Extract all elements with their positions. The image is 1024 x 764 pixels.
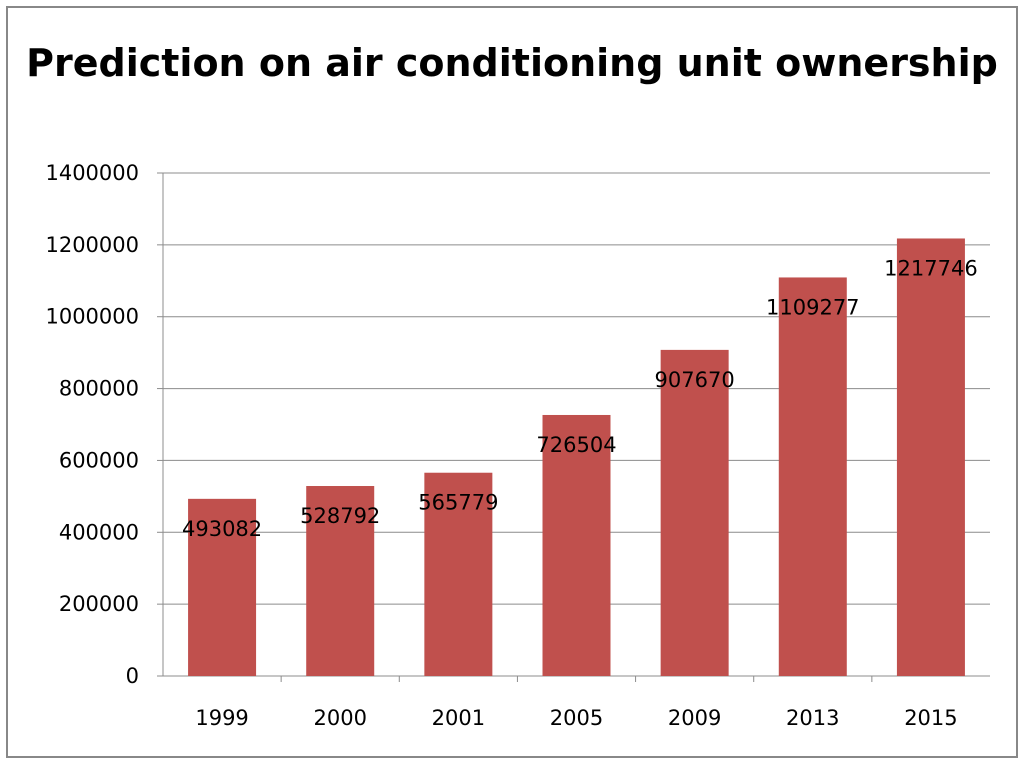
bar bbox=[542, 414, 611, 676]
y-tick-label: 1000000 bbox=[45, 305, 139, 329]
bar bbox=[188, 498, 257, 676]
y-tick-label: 0 bbox=[126, 664, 139, 688]
x-tick-label: 2009 bbox=[668, 706, 721, 730]
x-tick-label: 2001 bbox=[432, 706, 485, 730]
data-label: 1217746 bbox=[884, 256, 978, 280]
y-tick-label: 800000 bbox=[59, 377, 139, 401]
x-tick-label: 1999 bbox=[195, 706, 248, 730]
x-tick-label: 2015 bbox=[904, 706, 957, 730]
y-tick-label: 200000 bbox=[59, 592, 139, 616]
bar bbox=[896, 238, 965, 676]
x-tick-label: 2013 bbox=[786, 706, 839, 730]
chart-frame bbox=[6, 6, 1018, 758]
bar bbox=[424, 472, 493, 676]
data-label: 1109277 bbox=[766, 295, 860, 319]
x-tick-label: 2000 bbox=[313, 706, 366, 730]
y-tick-label: 400000 bbox=[59, 520, 139, 544]
bar bbox=[778, 277, 847, 676]
y-tick-label: 600000 bbox=[59, 448, 139, 472]
x-tick-label: 2005 bbox=[550, 706, 603, 730]
bar bbox=[660, 349, 729, 676]
data-label: 726504 bbox=[536, 433, 616, 457]
bars bbox=[188, 238, 965, 676]
y-tick-label: 1400000 bbox=[45, 161, 139, 185]
y-tick-label: 1200000 bbox=[45, 233, 139, 257]
data-label: 493082 bbox=[182, 517, 262, 541]
data-label: 565779 bbox=[418, 491, 498, 515]
bar bbox=[306, 486, 375, 676]
chart-title: Prediction on air conditioning unit owne… bbox=[26, 41, 998, 85]
labels: 0 200000 400000 600000 800000 1000000 1200000 1… bbox=[45, 161, 977, 730]
data-label: 528792 bbox=[300, 504, 380, 528]
data-label: 907670 bbox=[655, 368, 735, 392]
